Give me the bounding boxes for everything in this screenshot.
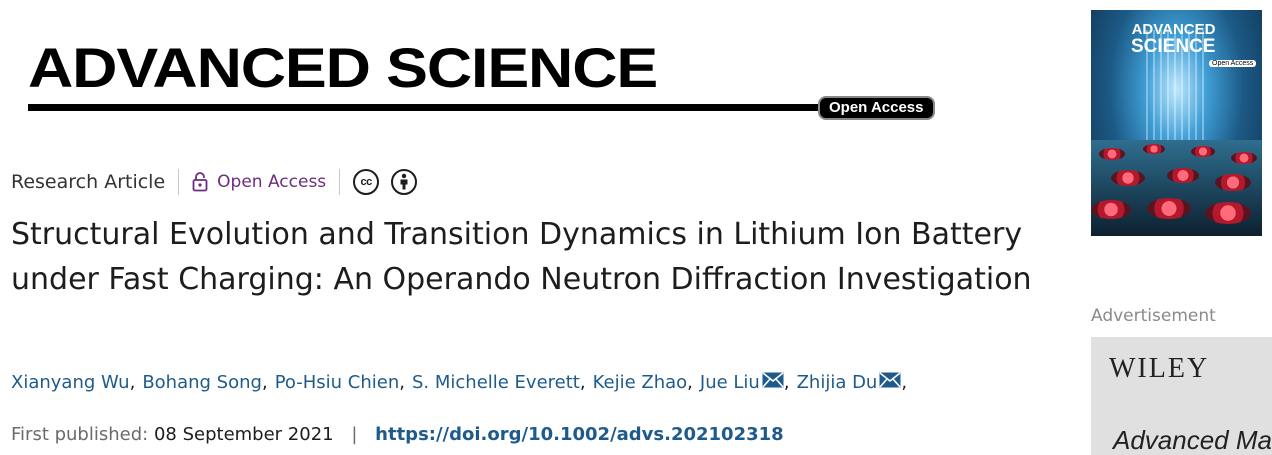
email-icon[interactable] [879,372,901,393]
published-label: First published: [11,424,149,445]
ad-journal-name: Advanced Ma [1113,425,1272,455]
attribution-icon[interactable] [391,169,418,195]
article-type: Research Article [11,171,166,193]
publication-info: First published: 08 September 2021 | htt… [11,424,784,445]
author-list: Xianyang Wu, Bohang Song, Po-Hsiu Chien, S.… [11,372,914,393]
author-separator: , [261,372,268,393]
cover-disc [1167,168,1199,183]
author-link[interactable]: S. Michelle Everett [411,372,580,393]
open-access-label: Open Access [217,172,327,192]
cover-floor [1091,140,1262,236]
cover-disc [1215,174,1251,191]
author-separator: , [687,372,693,393]
published-date: 08 September 2021 [153,424,334,445]
divider [339,169,341,195]
cover-disc [1191,146,1215,157]
email-icon[interactable] [762,372,784,393]
cover-disc [1231,152,1257,164]
cover-light-beams [1146,30,1206,150]
person-icon [400,173,408,190]
author-link[interactable]: Bohang Song [142,372,262,393]
cc-license-icon[interactable]: cc [353,169,380,195]
divider [178,169,180,195]
doi-link[interactable]: https://doi.org/10.1002/advs.202102318 [375,424,784,445]
cover-disc [1147,198,1191,219]
author-separator: , [579,372,586,393]
cover-title-line1: ADVANCED [1131,21,1216,38]
journal-title: ADVANCED SCIENCE [28,36,658,99]
pipe-separator: | [351,424,358,445]
cover-disc [1205,202,1251,224]
author-link[interactable]: Xianyang Wu [11,372,130,393]
open-access-badge: Open Access [818,96,935,120]
journal-banner[interactable]: ADVANCED SCIENCE Open Access [26,38,936,122]
author-separator: , [901,372,908,393]
open-access-indicator: Open Access [192,172,326,192]
lock-icon [192,172,208,192]
author-link[interactable]: Jue Liu [699,372,760,393]
ad-brand: WILEY [1109,353,1210,384]
cover-disc [1099,148,1125,160]
article-title: Structural Evolution and Transition Dyna… [11,217,1032,297]
cover-disc [1111,170,1145,186]
author-link[interactable]: Po-Hsiu Chien [274,372,400,393]
cover-disc [1143,144,1165,154]
advertisement-label: Advertisement [1091,306,1216,326]
author-link[interactable]: Kejie Zhao [592,372,688,393]
journal-cover-image[interactable]: ADVANCED SCIENCE Open Access [1091,10,1262,236]
cover-disc [1091,200,1131,219]
author-separator: , [783,372,790,393]
banner-rule [28,104,828,111]
article-meta-row: Research Article Open Access cc [11,168,418,196]
cover-title: ADVANCED SCIENCE [1131,22,1215,56]
author-link[interactable]: Zhijia Du [796,372,878,393]
cover-open-access-badge: Open Access [1209,60,1257,67]
advertisement-banner[interactable]: WILEY Advanced Ma [1091,337,1272,455]
cover-title-line2: SCIENCE [1131,36,1216,57]
author-separator: , [129,372,136,393]
author-separator: , [399,372,405,393]
